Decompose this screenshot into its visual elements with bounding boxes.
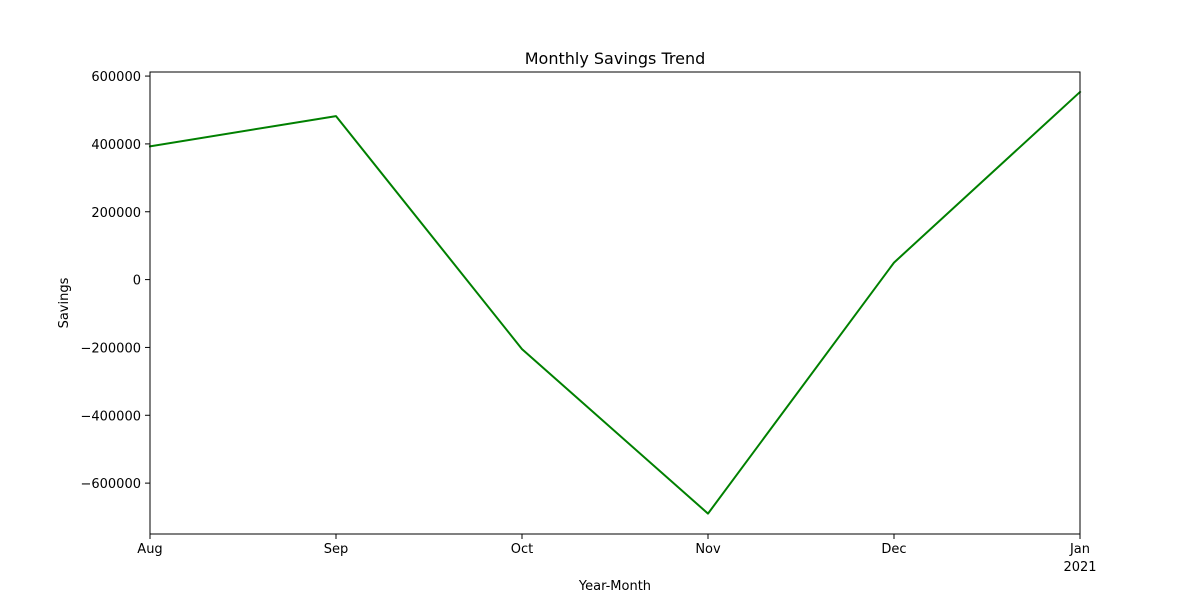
chart-title: Monthly Savings Trend <box>525 49 706 68</box>
y-tick-label: −400000 <box>80 409 141 424</box>
y-tick-label: 400000 <box>91 138 141 153</box>
y-tick-label: −200000 <box>80 341 141 356</box>
series-line <box>148 90 1082 515</box>
x-axis-label: Year-Month <box>578 579 651 594</box>
y-tick-label: −600000 <box>80 477 141 492</box>
x-tick-label: Nov <box>695 542 721 557</box>
axes-frame <box>149 71 1081 535</box>
x-tick-label: Oct <box>511 542 533 557</box>
y-tick-label: 600000 <box>91 70 141 85</box>
x-tick-label: Aug <box>137 542 162 557</box>
y-tick-label: 0 <box>133 274 141 289</box>
plot-area: −600000 −400000 −200000 0 200000 400000 600000… <box>80 70 1096 575</box>
x-tick-label: Jan <box>1069 542 1090 557</box>
x-tick-sublabel: 2021 <box>1063 560 1096 575</box>
x-tick-label: Dec <box>881 542 906 557</box>
y-tick-label: 200000 <box>91 206 141 221</box>
x-tick-label: Sep <box>324 542 349 557</box>
y-axis-label: Savings <box>57 277 72 328</box>
